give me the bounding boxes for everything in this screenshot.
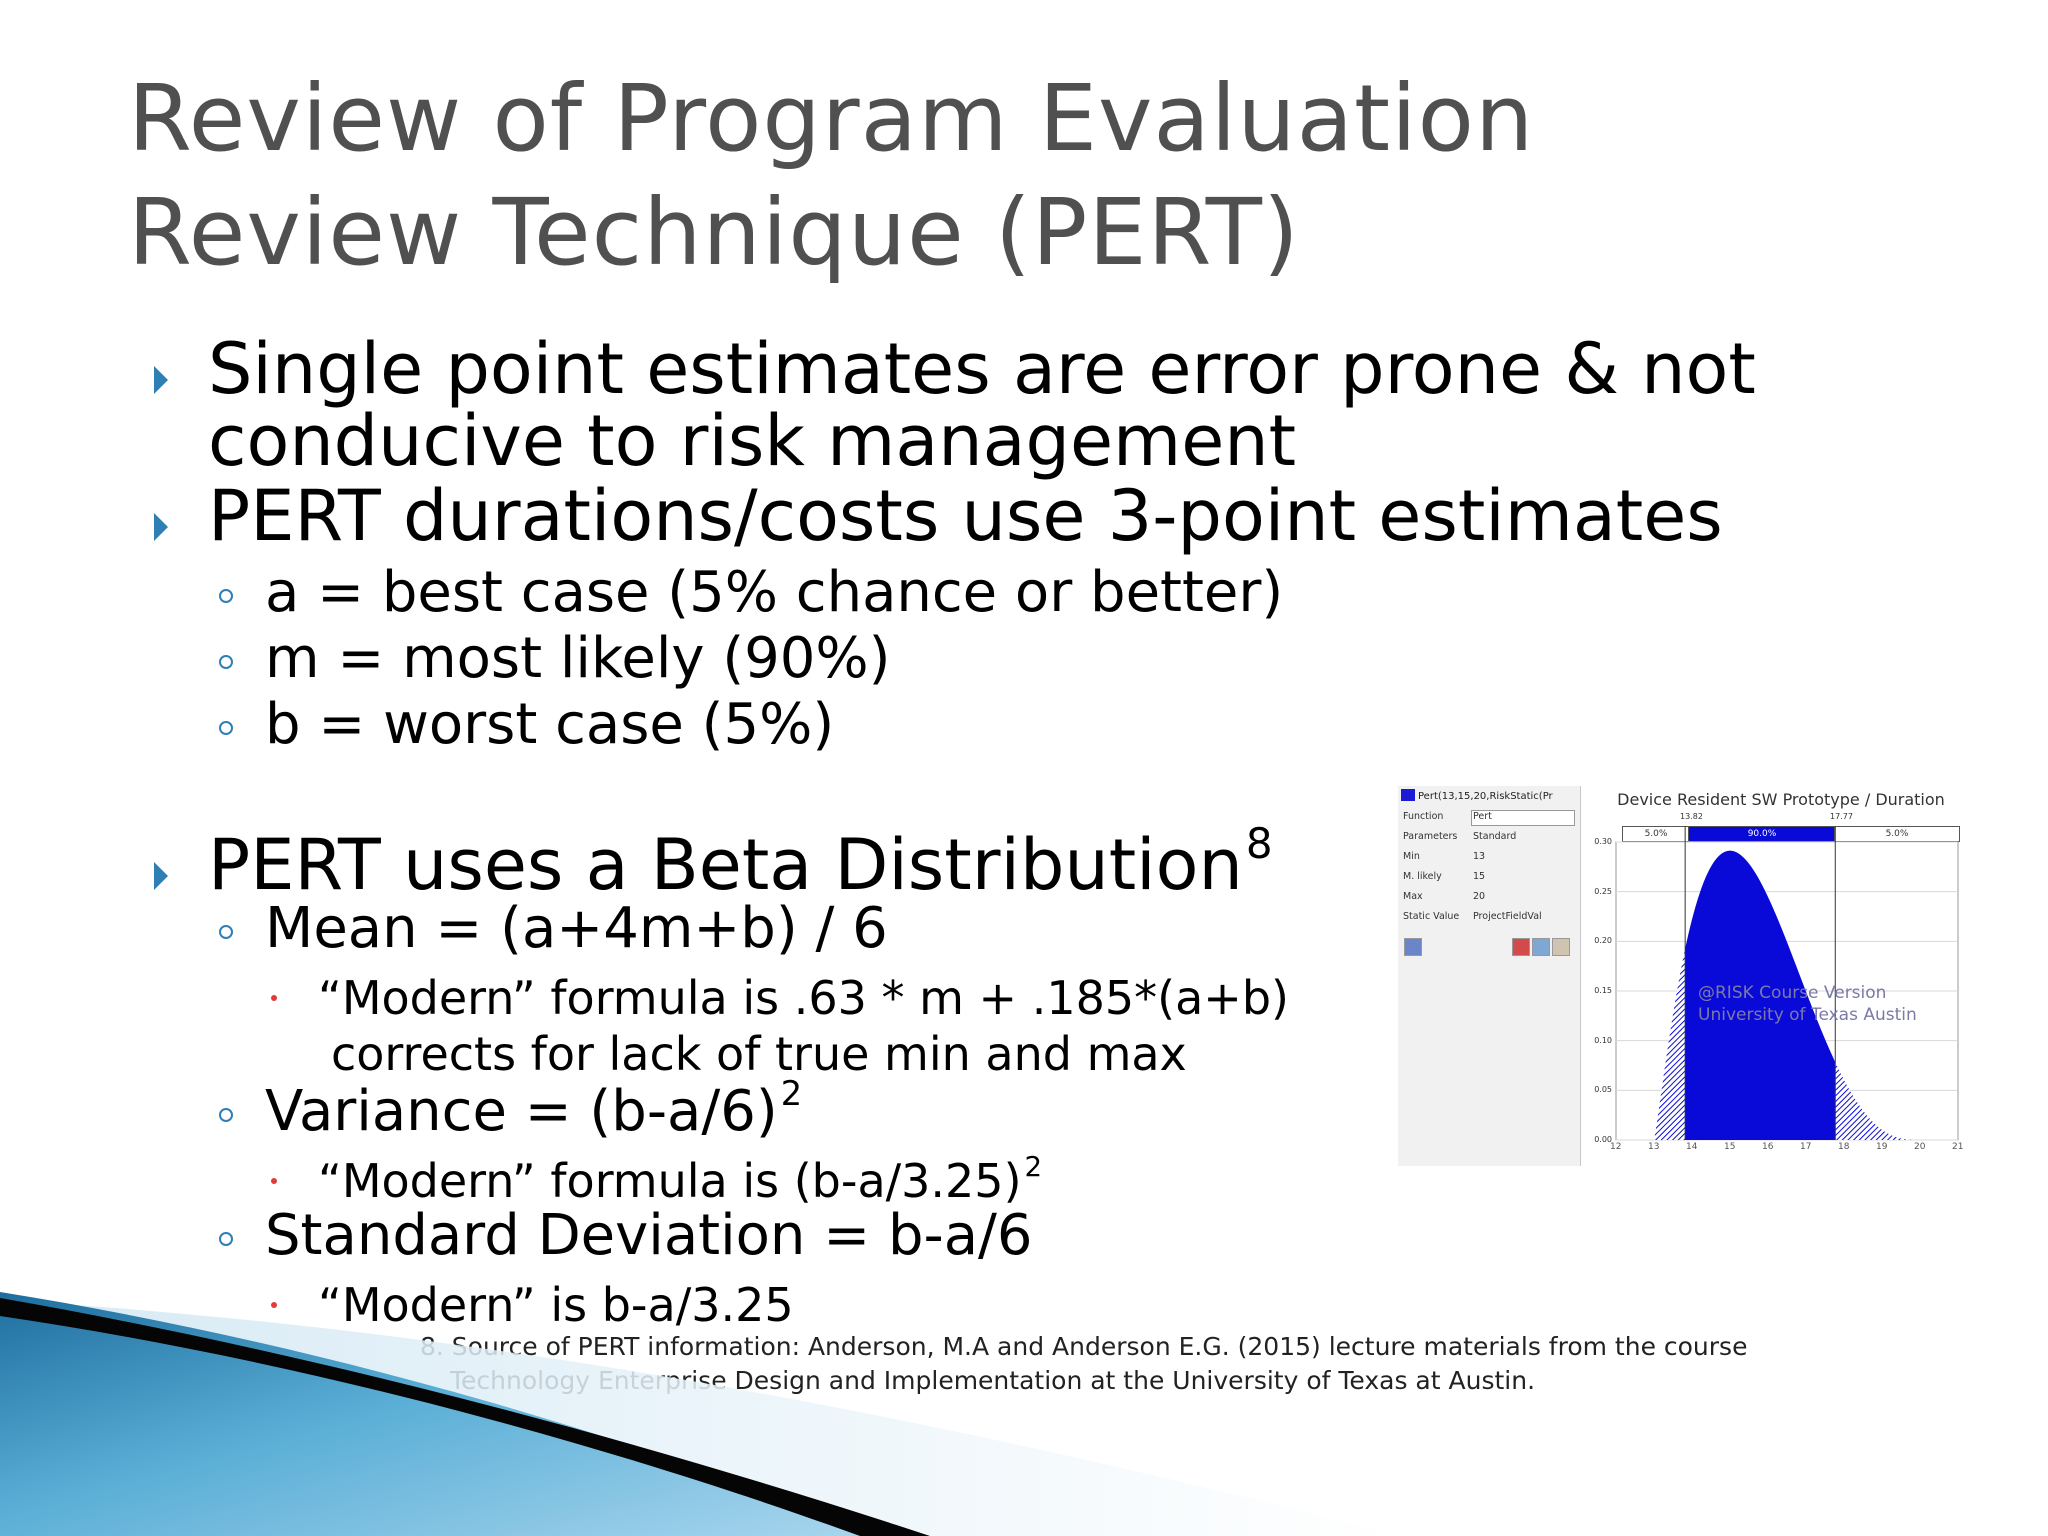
right-marker-label: 17.77 bbox=[1830, 812, 1853, 821]
slide-title-line-2: Review Technique (PERT) bbox=[128, 179, 1300, 286]
panel-row-key: Static Value bbox=[1403, 911, 1460, 922]
variance-modern-exponent: 2 bbox=[1024, 1150, 1043, 1184]
x-tick-label: 18 bbox=[1838, 1142, 1850, 1152]
footnote-ref: 8 bbox=[1245, 818, 1273, 868]
item-best-case: a = best case (5% chance or better) bbox=[265, 560, 1284, 625]
item-worst-case: b = worst case (5%) bbox=[265, 692, 835, 757]
item-mean-modern-line-2: corrects for lack of true min and max bbox=[331, 1027, 1187, 1081]
panel-formula: Pert(13,15,20,RiskStatic(Pr bbox=[1401, 789, 1577, 805]
variance-label: Variance = (b-a/6) bbox=[265, 1079, 778, 1144]
panel-row-value: 13 bbox=[1473, 851, 1486, 862]
panel-row-value: Standard bbox=[1473, 831, 1517, 842]
y-tick-label: 0.25 bbox=[1594, 886, 1612, 896]
y-tick-label: 0.10 bbox=[1594, 1035, 1612, 1045]
sub-bullet-circle-icon bbox=[219, 589, 233, 603]
panel-graph-button[interactable] bbox=[1532, 938, 1550, 956]
item-mean: Mean = (a+4m+b) / 6 bbox=[265, 896, 888, 961]
variance-exponent: 2 bbox=[780, 1073, 803, 1113]
panel-row-most-likely: M. likely 15 bbox=[1401, 868, 1577, 886]
watermark-line-1: @RISK Course Version bbox=[1698, 983, 1887, 1003]
panel-edit-button[interactable] bbox=[1552, 938, 1570, 956]
panel-row-parameters: Parameters Standard bbox=[1401, 828, 1577, 846]
sub-bullet-circle-icon bbox=[219, 925, 233, 939]
panel-row-key: M. likely bbox=[1403, 871, 1442, 882]
distribution-icon bbox=[1401, 789, 1415, 801]
panel-delete-button[interactable] bbox=[1512, 938, 1530, 956]
bullet-triangle-icon bbox=[154, 862, 168, 890]
x-tick-label: 13 bbox=[1648, 1142, 1660, 1152]
bullet-single-point-line-1: Single point estimates are error prone &… bbox=[208, 328, 1756, 410]
panel-row-key: Max bbox=[1403, 891, 1423, 902]
chart-plot-area bbox=[1615, 826, 1959, 1141]
panel-row-value: ProjectFieldVal bbox=[1473, 911, 1542, 922]
sub-sub-bullet-dot-icon bbox=[271, 1302, 277, 1308]
chart-title: Device Resident SW Prototype / Duration bbox=[1617, 790, 1945, 809]
panel-row-key: Parameters bbox=[1403, 831, 1458, 842]
x-tick-label: 20 bbox=[1914, 1142, 1926, 1152]
panel-formula-text: Pert(13,15,20,RiskStatic(Pr bbox=[1418, 791, 1553, 802]
panel-row-min: Min 13 bbox=[1401, 848, 1577, 866]
y-tick-label: 0.05 bbox=[1594, 1085, 1612, 1095]
sub-sub-bullet-dot-icon bbox=[271, 1178, 277, 1184]
pert-distribution-figure: Pert(13,15,20,RiskStatic(Pr Function Per… bbox=[1398, 786, 1964, 1166]
x-tick-label: 19 bbox=[1876, 1142, 1888, 1152]
panel-row-key: Function bbox=[1403, 811, 1444, 822]
y-tick-label: 0.30 bbox=[1594, 837, 1612, 846]
sub-bullet-circle-icon bbox=[219, 1108, 233, 1122]
sub-sub-bullet-dot-icon bbox=[271, 995, 277, 1001]
panel-row-max: Max 20 bbox=[1401, 888, 1577, 906]
x-tick-label: 15 bbox=[1724, 1142, 1736, 1152]
risk-parameter-panel: Pert(13,15,20,RiskStatic(Pr Function Per… bbox=[1398, 786, 1581, 1166]
x-tick-label: 17 bbox=[1800, 1142, 1812, 1152]
item-variance: Variance = (b-a/6)2 bbox=[265, 1077, 802, 1144]
sub-bullet-circle-icon bbox=[219, 1232, 233, 1246]
panel-row-function: Function Pert bbox=[1401, 808, 1577, 826]
x-tick-label: 14 bbox=[1686, 1142, 1698, 1152]
item-mean-modern-line-1: “Modern” formula is .63 * m + .185*(a+b) bbox=[318, 971, 1289, 1025]
item-std-dev-modern: “Modern” is b-a/3.25 bbox=[318, 1278, 794, 1332]
bullet-triangle-icon bbox=[154, 366, 168, 394]
y-tick-label: 0.20 bbox=[1594, 936, 1612, 946]
x-tick-label: 16 bbox=[1762, 1142, 1774, 1152]
bullet-beta-distribution: PERT uses a Beta Distribution8 bbox=[208, 822, 1273, 901]
pdf-left-tail bbox=[1654, 948, 1686, 1140]
variance-modern-label: “Modern” formula is (b-a/3.25) bbox=[318, 1154, 1022, 1208]
slide-title: Review of Program Evaluation Review Tech… bbox=[128, 62, 1534, 290]
panel-row-value: 15 bbox=[1473, 871, 1486, 882]
panel-row-key: Min bbox=[1403, 851, 1420, 862]
sub-bullet-circle-icon bbox=[219, 655, 233, 669]
panel-row-value: 20 bbox=[1473, 891, 1486, 902]
panel-fit-button[interactable] bbox=[1404, 938, 1422, 956]
bullet-triangle-icon bbox=[154, 513, 168, 541]
watermark-line-2: University of Texas Austin bbox=[1698, 1005, 1917, 1025]
sub-bullet-circle-icon bbox=[219, 721, 233, 735]
panel-row-static-value: Static Value ProjectFieldVal bbox=[1401, 908, 1577, 926]
left-marker-label: 13.82 bbox=[1680, 812, 1703, 821]
footnote-line-2: Technology Enterprise Design and Impleme… bbox=[450, 1366, 1536, 1395]
beta-label: PERT uses a Beta Distribution bbox=[208, 824, 1243, 906]
panel-row-value: Pert bbox=[1473, 811, 1492, 822]
bullet-single-point-line-2: conducive to risk management bbox=[208, 400, 1297, 482]
function-select[interactable] bbox=[1471, 810, 1575, 826]
x-tick-label: 12 bbox=[1610, 1142, 1622, 1152]
pdf-central-area bbox=[1685, 850, 1836, 1140]
slide-title-line-1: Review of Program Evaluation bbox=[128, 65, 1535, 172]
footnote-line-1: 8. Source of PERT information: Anderson,… bbox=[420, 1332, 1748, 1361]
pdf-right-tail bbox=[1835, 1062, 1920, 1140]
y-tick-label: 0.15 bbox=[1594, 986, 1612, 995]
y-tick-label: 0.00 bbox=[1594, 1135, 1612, 1144]
item-most-likely: m = most likely (90%) bbox=[265, 626, 891, 691]
bullet-three-point: PERT durations/costs use 3-point estimat… bbox=[208, 475, 1723, 557]
item-variance-modern: “Modern” formula is (b-a/3.25) 2 bbox=[318, 1153, 1042, 1209]
item-std-dev: Standard Deviation = b-a/6 bbox=[265, 1203, 1033, 1268]
x-tick-label: 21 bbox=[1952, 1142, 1964, 1152]
